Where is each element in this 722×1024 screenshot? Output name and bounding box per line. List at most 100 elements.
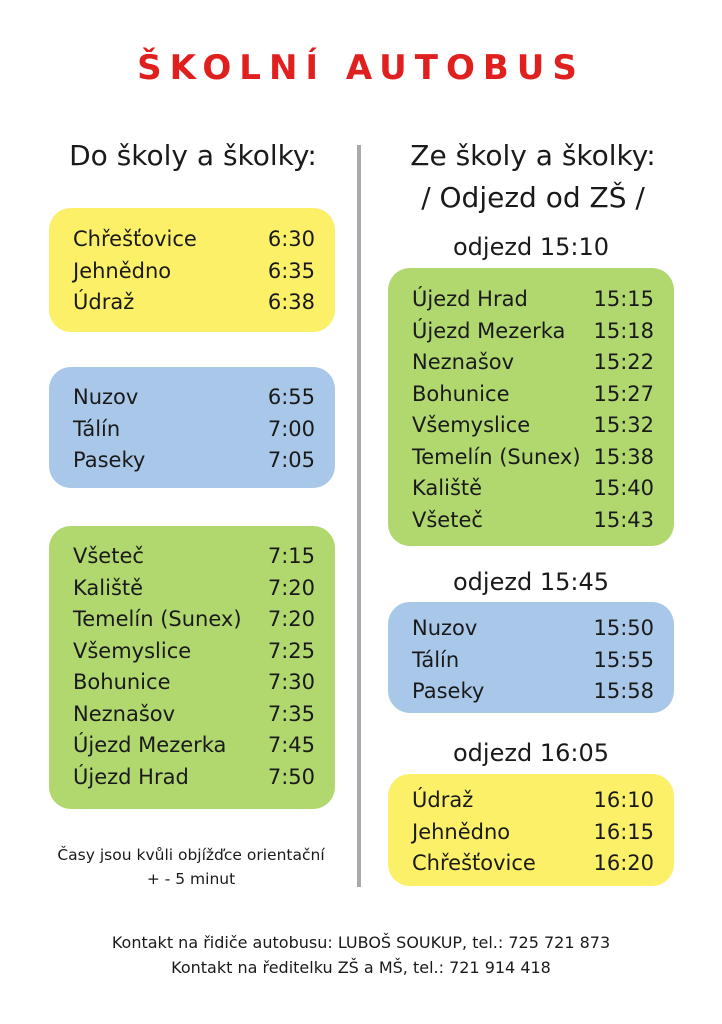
note-line: Časy jsou kvůli objížďce orientační bbox=[57, 846, 325, 864]
schedule-row: Údraž 16:10 bbox=[412, 785, 654, 817]
stop-time: 7:20 bbox=[267, 575, 315, 600]
schedule-row: Jehnědno 16:15 bbox=[412, 817, 654, 849]
stop-time: 15:43 bbox=[593, 507, 654, 532]
stop-name: Bohunice bbox=[73, 670, 171, 694]
schedule-row: Neznašov 15:22 bbox=[412, 347, 654, 379]
stop-name: Tálín bbox=[73, 416, 121, 441]
schedule-row: Neznašov 7:35 bbox=[73, 699, 315, 731]
stop-time: 16:15 bbox=[593, 819, 654, 844]
stop-time: 7:20 bbox=[267, 607, 315, 631]
stop-name: Jehnědno bbox=[73, 258, 172, 283]
stop-time: 7:00 bbox=[267, 416, 315, 441]
stop-name: Nuzov bbox=[412, 616, 478, 640]
stop-time: 7:35 bbox=[267, 701, 315, 726]
stop-name: Všemyslice bbox=[412, 413, 531, 437]
stop-name: Paseky bbox=[412, 679, 485, 703]
departure-heading: odjezd 15:45 bbox=[453, 568, 609, 596]
contact-footer: Kontakt na řidiče autobusu: LUBOŠ SOUKUP… bbox=[0, 930, 722, 980]
schedule-row: Nuzov 15:50 bbox=[412, 613, 654, 645]
stop-time: 15:22 bbox=[593, 350, 654, 374]
stop-name: Paseky bbox=[73, 448, 146, 472]
stop-name: Újezd Mezerka bbox=[412, 318, 566, 343]
page-title: ŠKOLNÍ AUTOBUS bbox=[137, 48, 585, 88]
driver-contact: Kontakt na řidiče autobusu: LUBOŠ SOUKUP… bbox=[111, 933, 611, 952]
stop-name: Neznašov bbox=[73, 701, 176, 726]
stop-name: Všeteč bbox=[73, 544, 144, 568]
schedule-row: Chřešťovice 16:20 bbox=[412, 848, 654, 880]
schedule-row: Nuzov 6:55 bbox=[73, 382, 315, 414]
stop-name: Chřešťovice bbox=[73, 227, 197, 251]
stop-time: 7:30 bbox=[267, 670, 315, 694]
stop-time: 16:20 bbox=[593, 851, 654, 875]
left-group-green: Všeteč 7:15 Kaliště 7:20 Temelín (Sunex)… bbox=[49, 526, 335, 809]
stop-time: 6:35 bbox=[267, 258, 315, 283]
stop-name: Temelín (Sunex) bbox=[412, 444, 581, 469]
stop-name: Údraž bbox=[412, 788, 474, 812]
schedule-row: Paseky 7:05 bbox=[73, 445, 315, 477]
stop-name: Všemyslice bbox=[73, 638, 192, 663]
stop-time: 6:55 bbox=[267, 385, 315, 409]
schedule-row: Tálín 7:00 bbox=[73, 414, 315, 446]
stop-time: 15:38 bbox=[593, 444, 654, 469]
stop-time: 7:50 bbox=[267, 764, 315, 789]
schedule-row: Temelín (Sunex) 15:38 bbox=[412, 442, 654, 474]
right-column-heading-line2: / Odjezd od ZŠ / bbox=[421, 181, 645, 214]
stop-name: Bohunice bbox=[412, 381, 510, 406]
right-group-yellow: Údraž 16:10 Jehnědno 16:15 Chřešťovice 1… bbox=[388, 774, 674, 886]
schedule-row: Všeteč 15:43 bbox=[412, 505, 654, 537]
stop-name: Údraž bbox=[73, 290, 135, 314]
stop-name: Neznašov bbox=[412, 350, 515, 374]
schedule-row: Jehnědno 6:35 bbox=[73, 256, 315, 288]
stop-time: 7:15 bbox=[267, 544, 315, 568]
stop-time: 15:27 bbox=[593, 381, 654, 406]
schedule-row: Újezd Mezerka 15:18 bbox=[412, 316, 654, 348]
stop-name: Všeteč bbox=[412, 507, 483, 532]
stop-name: Jehnědno bbox=[412, 819, 511, 844]
stop-time: 15:58 bbox=[593, 679, 654, 703]
stop-time: 16:10 bbox=[593, 788, 654, 812]
left-group-yellow: Chřešťovice 6:30 Jehnědno 6:35 Údraž 6:3… bbox=[49, 208, 335, 332]
schedule-row: Všeteč 7:15 bbox=[73, 541, 315, 573]
stop-time: 6:30 bbox=[267, 227, 315, 251]
column-divider bbox=[357, 145, 361, 887]
stop-name: Kaliště bbox=[73, 575, 144, 600]
stop-name: Újezd Hrad bbox=[73, 764, 189, 789]
schedule-row: Temelín (Sunex) 7:20 bbox=[73, 604, 315, 636]
schedule-row: Újezd Hrad 15:15 bbox=[412, 284, 654, 316]
schedule-row: Chřešťovice 6:30 bbox=[73, 224, 315, 256]
stop-time: 15:50 bbox=[593, 616, 654, 640]
schedule-row: Újezd Mezerka 7:45 bbox=[73, 730, 315, 762]
stop-name: Újezd Hrad bbox=[412, 287, 528, 311]
right-column-heading-line1: Ze školy a školky: bbox=[410, 139, 656, 172]
stop-name: Temelín (Sunex) bbox=[73, 607, 242, 631]
stop-time: 7:45 bbox=[267, 733, 315, 757]
right-group-green: Újezd Hrad 15:15 Újezd Mezerka 15:18 Nez… bbox=[388, 268, 674, 546]
left-column-heading: Do školy a školky: bbox=[69, 139, 317, 172]
stop-time: 15:40 bbox=[593, 476, 654, 500]
schedule-row: Údraž 6:38 bbox=[73, 287, 315, 319]
note-line: + - 5 minut bbox=[146, 870, 236, 888]
schedule-row: Tálín 15:55 bbox=[412, 645, 654, 677]
schedule-row: Všemyslice 15:32 bbox=[412, 410, 654, 442]
stop-name: Nuzov bbox=[73, 385, 139, 409]
stop-time: 15:18 bbox=[593, 318, 654, 343]
stop-time: 15:15 bbox=[593, 287, 654, 311]
schedule-row: Újezd Hrad 7:50 bbox=[73, 762, 315, 794]
stop-time: 7:25 bbox=[267, 638, 315, 663]
director-contact: Kontakt na ředitelku ZŠ a MŠ, tel.: 721 … bbox=[171, 958, 551, 977]
departure-heading: odjezd 16:05 bbox=[453, 739, 609, 767]
schedule-row: Kaliště 7:20 bbox=[73, 573, 315, 605]
right-group-blue: Nuzov 15:50 Tálín 15:55 Paseky 15:58 bbox=[388, 602, 674, 713]
stop-name: Kaliště bbox=[412, 476, 483, 500]
stop-time: 15:55 bbox=[593, 647, 654, 672]
schedule-row: Kaliště 15:40 bbox=[412, 473, 654, 505]
schedule-row: Bohunice 15:27 bbox=[412, 379, 654, 411]
stop-time: 7:05 bbox=[267, 448, 315, 472]
schedule-note: Časy jsou kvůli objížďce orientační + - … bbox=[46, 843, 336, 891]
stop-time: 6:38 bbox=[267, 290, 315, 314]
stop-name: Tálín bbox=[412, 647, 460, 672]
stop-name: Újezd Mezerka bbox=[73, 733, 227, 757]
schedule-row: Bohunice 7:30 bbox=[73, 667, 315, 699]
stop-time: 15:32 bbox=[593, 413, 654, 437]
departure-heading: odjezd 15:10 bbox=[453, 233, 609, 261]
